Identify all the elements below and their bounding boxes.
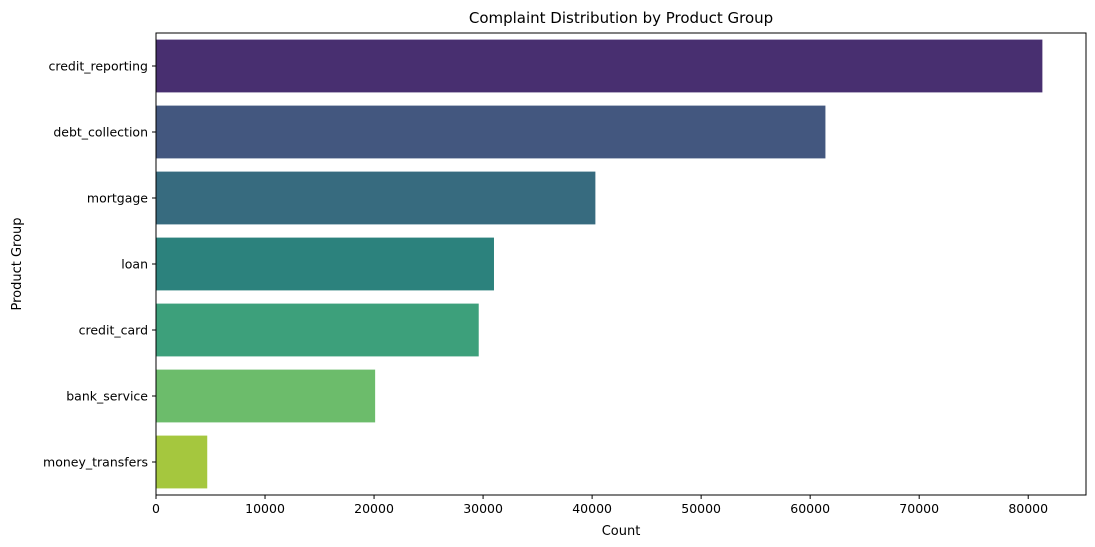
x-axis-label: Count	[602, 524, 641, 539]
bar-bank-service	[156, 369, 376, 423]
y-tick-label: credit_card	[79, 323, 148, 338]
bar-loan	[156, 237, 494, 291]
chart-title: Complaint Distribution by Product Group	[469, 9, 773, 27]
y-axis-label: Product Group	[10, 217, 25, 310]
bar-debt-collection	[156, 105, 826, 159]
x-tick-label: 60000	[790, 501, 830, 516]
plot-frame	[155, 32, 1087, 496]
bars-group	[156, 39, 1043, 489]
bar-credit-card	[156, 303, 479, 357]
x-tick-label: 50000	[681, 501, 721, 516]
y-axis-ticks: credit_reporting debt_collection mortgage l…	[43, 59, 156, 470]
y-tick-label: bank_service	[66, 389, 148, 404]
y-tick-label: loan	[121, 257, 148, 272]
x-tick-label: 0	[152, 501, 160, 516]
bar-mortgage	[156, 171, 596, 225]
x-axis-ticks: 0 10000 20000 30000 40000 50000 60000 70000 8000…	[152, 495, 1048, 516]
x-tick-label: 10000	[245, 501, 285, 516]
x-tick-label: 70000	[899, 501, 939, 516]
x-tick-label: 30000	[463, 501, 503, 516]
y-tick-label: debt_collection	[53, 125, 148, 140]
y-tick-label: credit_reporting	[49, 59, 149, 74]
y-tick-label: money_transfers	[43, 455, 148, 470]
bar-money-transfers	[156, 435, 208, 489]
y-tick-label: mortgage	[87, 191, 148, 206]
x-tick-label: 80000	[1008, 501, 1048, 516]
x-tick-label: 40000	[572, 501, 612, 516]
x-tick-label: 20000	[354, 501, 394, 516]
bar-credit-reporting	[156, 39, 1043, 93]
